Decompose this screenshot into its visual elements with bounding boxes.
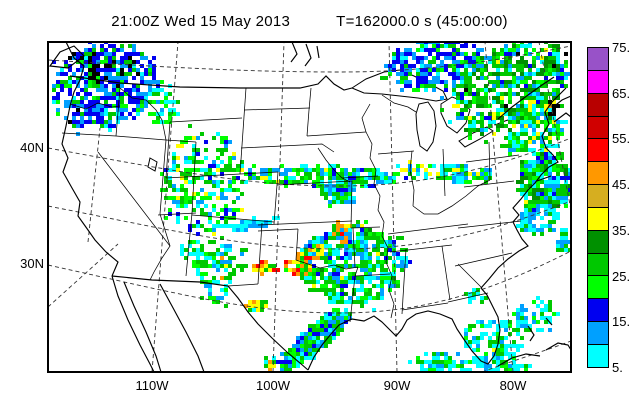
colorbar-box — [587, 92, 609, 117]
colorbar-box — [587, 115, 609, 140]
colorbar-tick-label: 75. — [612, 40, 631, 55]
colorbar-tick-label: 65. — [612, 85, 631, 101]
lon-tick-label: 90W — [383, 378, 411, 393]
colorbar-box — [587, 252, 609, 277]
colorbar-box — [587, 138, 609, 163]
forecast-time-label: T=162000.0 s (45:00:00) — [336, 13, 508, 30]
lon-tick-label: 80W — [499, 378, 527, 393]
lat-tick-label: 30N — [20, 256, 44, 271]
radar-precip-layer — [52, 42, 571, 372]
colorbar-box — [587, 184, 609, 208]
colorbar-box — [587, 206, 609, 231]
colorbar — [587, 47, 609, 368]
colorbar-box — [587, 229, 609, 254]
lon-tick-label: 110W — [135, 378, 169, 393]
colorbar-box — [587, 343, 609, 368]
latlon-grid — [48, 42, 571, 372]
colorbar-box — [587, 69, 609, 94]
colorbar-box — [587, 161, 609, 186]
colorbar-tick-label: 45. — [612, 177, 631, 193]
colorbar-box — [587, 47, 609, 71]
colorbar-tick-label: 25. — [612, 268, 631, 284]
plot-frame — [47, 41, 572, 373]
lat-tick-label: 40N — [20, 140, 44, 155]
colorbar-tick-label: 5. — [612, 359, 623, 375]
colorbar-tick-label: 35. — [612, 222, 631, 238]
figure-title-row: 21:00Z Wed 15 May 2013 T=162000.0 s (45:… — [48, 13, 571, 30]
colorbar-box — [587, 275, 609, 300]
colorbar-tick-label: 15. — [612, 314, 631, 330]
valid-time-label: 21:00Z Wed 15 May 2013 — [111, 13, 291, 30]
lon-tick-label: 100W — [256, 378, 290, 393]
colorbar-box — [587, 321, 609, 345]
colorbar-box — [587, 298, 609, 323]
coast-and-state-borders — [48, 42, 571, 372]
colorbar-tick-label: 55. — [612, 131, 631, 147]
